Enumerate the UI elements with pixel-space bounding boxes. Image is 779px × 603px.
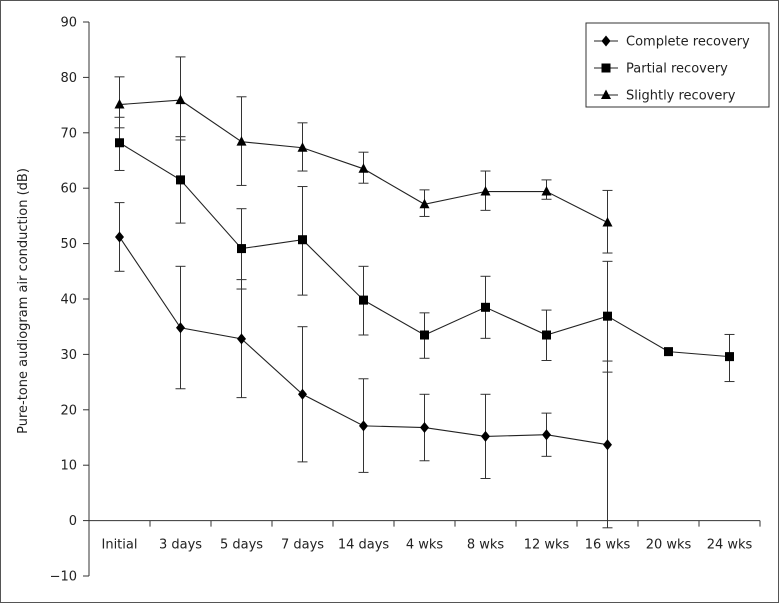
x-tick-label: 20 wks xyxy=(646,538,692,553)
complete-recovery-point xyxy=(115,231,124,243)
partial-recovery-point xyxy=(542,330,551,340)
partial-recovery-point xyxy=(176,175,185,185)
complete-recovery-point xyxy=(298,388,307,400)
partial-recovery-point xyxy=(420,330,429,340)
legend-marker-complete-recovery xyxy=(601,35,611,47)
slightly-recovery-point xyxy=(297,142,308,152)
complete-recovery-point xyxy=(176,322,185,334)
x-tick-label: 16 wks xyxy=(585,538,631,553)
legend-box xyxy=(585,22,770,108)
slightly-recovery-point xyxy=(114,99,125,109)
slightly-recovery-point xyxy=(175,94,186,105)
y-tick-label: 50 xyxy=(60,237,77,252)
slightly-recovery-point xyxy=(541,186,552,196)
partial-recovery-point xyxy=(725,352,734,362)
slightly-recovery-point xyxy=(602,217,613,227)
y-tick-label: 40 xyxy=(60,293,77,308)
complete-recovery-point xyxy=(359,420,368,432)
x-tick-label: 3 days xyxy=(159,538,202,553)
slightly-recovery-point xyxy=(358,163,369,173)
partial-recovery-point xyxy=(115,138,124,148)
x-tick-label: 14 days xyxy=(338,538,390,553)
y-tick-label: 20 xyxy=(60,403,77,418)
complete-recovery-point xyxy=(237,333,246,345)
y-axis-label: Pure-tone audiogram air conduction (dB) xyxy=(16,168,31,434)
legend-label-partial-recovery: Partial recovery xyxy=(626,62,728,77)
partial-recovery-point xyxy=(481,302,490,312)
slightly-recovery-point xyxy=(480,186,491,196)
complete-recovery-point xyxy=(603,439,612,451)
legend-label-slightly-recovery: Slightly recovery xyxy=(626,89,736,104)
partial-recovery-point xyxy=(237,244,246,254)
y-tick-label: 30 xyxy=(60,348,77,363)
plot-area: −10 0 10 20 30 40 50 60 70 80 90 Initial 3 days 5 day… xyxy=(50,16,761,585)
partial-recovery-point xyxy=(359,295,368,305)
x-tick-label: Initial xyxy=(102,538,138,553)
x-tick-label: 12 wks xyxy=(524,538,570,553)
legend-label-complete-recovery: Complete recovery xyxy=(626,35,750,50)
legend-marker-partial-recovery xyxy=(601,63,611,73)
slightly-recovery-point xyxy=(419,198,430,209)
x-tick-label: 7 days xyxy=(281,538,324,553)
y-tick-label: 10 xyxy=(60,459,77,474)
y-tick-label: 60 xyxy=(60,182,77,197)
x-tick-label: 5 days xyxy=(220,538,263,553)
y-tick-label: 70 xyxy=(60,126,77,141)
y-tick-label: 80 xyxy=(60,71,77,86)
y-tick-label: −10 xyxy=(50,570,77,585)
legend: Complete recovery Partial recovery Slightl… xyxy=(585,22,770,108)
complete-recovery-point xyxy=(542,429,551,441)
y-tick-label: 0 xyxy=(69,514,77,529)
partial-recovery-point xyxy=(298,235,307,245)
slightly-recovery-point xyxy=(236,136,247,146)
x-tick-label: 4 wks xyxy=(406,538,444,553)
complete-recovery-point xyxy=(481,430,490,442)
y-tick-label: 90 xyxy=(60,16,77,31)
x-tick-label: 24 wks xyxy=(707,538,753,553)
partial-recovery-point xyxy=(664,347,673,357)
partial-recovery-point xyxy=(603,311,612,321)
legend-marker-slightly-recovery xyxy=(601,89,611,99)
x-tick-label: 8 wks xyxy=(467,538,505,553)
complete-recovery-point xyxy=(420,422,429,434)
